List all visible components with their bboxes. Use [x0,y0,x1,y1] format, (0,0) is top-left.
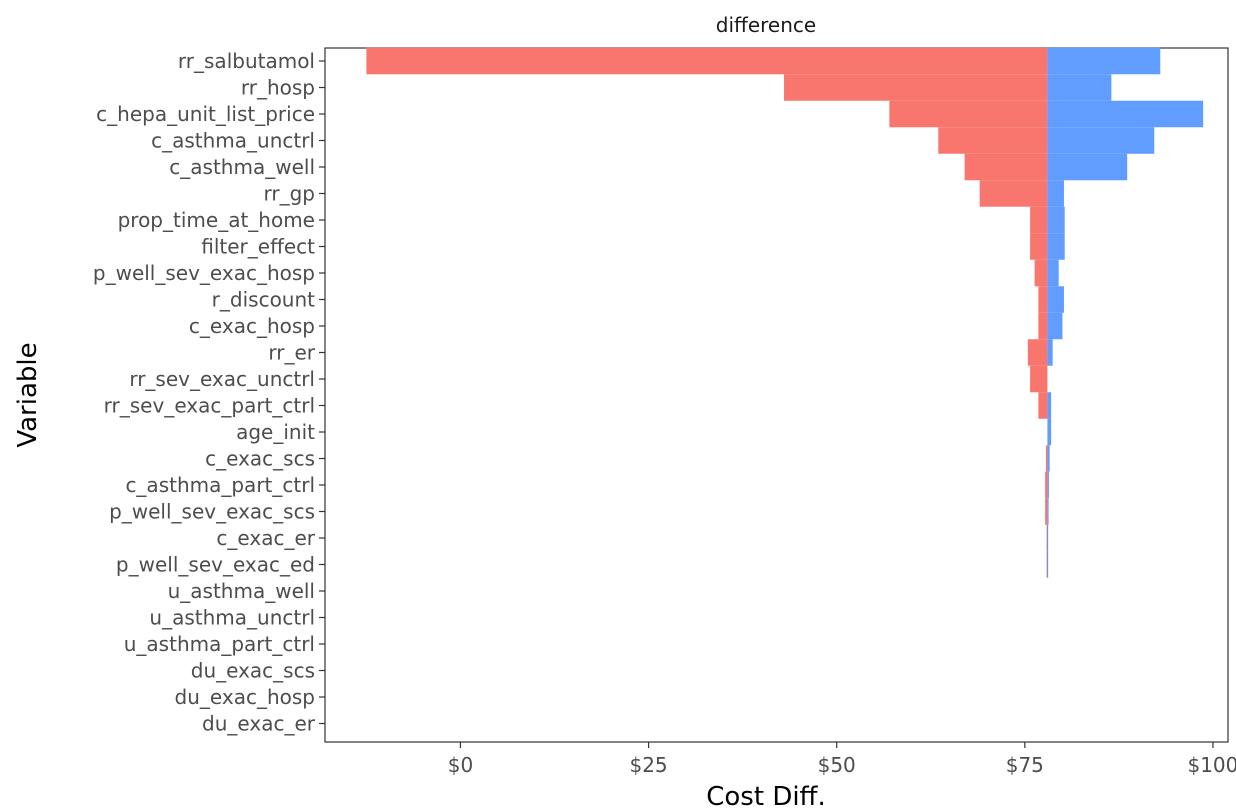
y-tick-label: p_well_sev_exac_scs [109,500,315,524]
chart-title: difference [716,13,816,37]
bar-low [1034,259,1048,287]
y-tick-label: p_well_sev_exac_ed [116,553,315,577]
bar-high [1047,47,1161,75]
bar-high [1047,206,1065,234]
bar-low [366,47,1048,75]
y-tick-label: u_asthma_well [168,579,315,603]
y-tick-label: r_discount [212,288,315,312]
y-tick-label: c_asthma_part_ctrl [125,473,315,497]
y-tick-label: c_exac_hosp [189,314,315,338]
bar-low [889,100,1048,128]
bar-low [1045,445,1048,472]
y-axis-ticks: rr_salbutamol rr_hospc_hepa_unit_list_pri… [93,49,325,736]
bar-low [1038,312,1048,340]
bar-low [964,153,1048,181]
bar-high [1047,153,1128,181]
y-tick-label: c_exac_er [216,526,315,550]
y-tick-label: rr_salbutamol [178,49,315,73]
bar-high [1047,74,1112,101]
bars-layer [366,47,1204,578]
y-tick-label: du_exac_er [202,712,316,736]
bar-high [1047,127,1155,154]
x-tick-label: $0 [448,753,473,777]
y-tick-label: rr_er [268,341,315,365]
y-tick-label: p_well_sev_exac_hosp [93,261,315,285]
y-tick-label: c_exac_scs [205,447,315,471]
bar-high [1047,445,1050,472]
bar-high [1047,233,1065,260]
bar-high [1047,312,1063,340]
bar-low [938,127,1048,154]
y-tick-label: age_init [236,420,315,444]
bar-high [1047,339,1053,366]
y-tick-label: rr_sev_exac_unctrl [129,367,315,391]
bar-high [1047,100,1204,128]
bar-high [1047,180,1064,207]
y-tick-label: rr_sev_exac_part_ctrl [104,394,315,418]
bar-low [1045,471,1048,499]
bar-low [979,180,1048,207]
bar-high [1047,392,1052,419]
y-tick-label: rr_gp [264,182,315,206]
x-axis-title: Cost Diff. [706,782,826,812]
y-tick-label: rr_hosp [241,76,315,100]
y-tick-label: c_hepa_unit_list_price [96,102,315,126]
y-tick-label: du_exac_scs [191,659,315,683]
y-tick-label: c_asthma_unctrl [151,129,315,153]
y-tick-label: du_exac_hosp [175,685,315,709]
y-tick-label: u_asthma_unctrl [149,606,315,630]
y-tick-label: filter_effect [201,235,315,259]
bar-high [1047,259,1059,287]
y-tick-label: c_asthma_well [169,155,315,179]
bar-low [1027,339,1048,366]
bar-low [784,74,1048,101]
bar-low [1038,392,1048,419]
x-axis-ticks: $0 $25 $50 $75 $100 [448,742,1236,777]
bar-low [1045,498,1048,525]
y-axis-title: Variable [13,342,43,447]
y-tick-label: u_asthma_part_ctrl [124,632,315,656]
bar-high [1047,498,1049,525]
bar-high [1047,418,1052,446]
bar-high [1047,471,1049,499]
bar-low [1030,206,1048,234]
bar-low [1030,233,1048,260]
bar-low [1038,286,1048,313]
x-tick-label: $75 [1006,753,1044,777]
x-tick-label: $25 [629,753,667,777]
bar-low [1030,365,1048,393]
x-tick-label: $100 [1187,753,1236,777]
y-tick-label: prop_time_at_home [118,208,315,232]
bar-high [1047,286,1064,313]
x-tick-label: $50 [818,753,856,777]
